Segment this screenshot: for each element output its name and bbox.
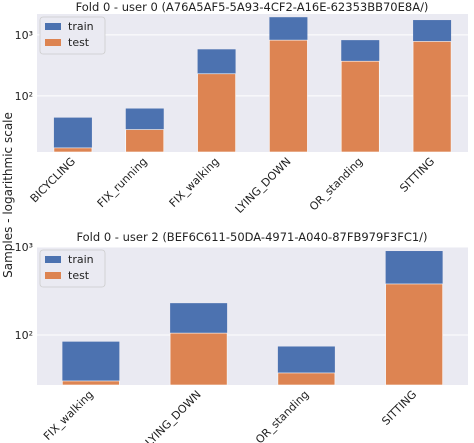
- x-tick-label-fix-running-user0: FIX_running: [95, 155, 150, 210]
- bar-test-fix-walking-user0: [197, 73, 236, 153]
- chart-title-user2: Fold 0 - user 2 (BEF6C611-50DA-4971-A040…: [76, 230, 427, 244]
- bar-test-lying-down-user2: [169, 332, 228, 386]
- bars-user2: [62, 251, 443, 386]
- x-tick-label-lying-down-user2: LYING_DOWN: [143, 388, 204, 443]
- y-tick-label-1000-user2: 10³: [15, 241, 33, 254]
- legend-user0: train test: [39, 16, 106, 55]
- bar-test-fix-walking-user2: [62, 380, 120, 386]
- legend-label-test-user0: test: [68, 36, 90, 49]
- y-tick-label-100-user0: 10²: [15, 90, 33, 103]
- plot-area-user0: [37, 14, 468, 152]
- bar-test-or-standing-user2: [277, 372, 336, 386]
- y-axis-label: Samples - logarithmic scale: [1, 112, 15, 278]
- x-tick-label-or-standing-user2: OR_standing: [253, 388, 311, 443]
- x-tick-label-sitting-user2: SITTING: [379, 388, 419, 428]
- bar-test-sitting-user2: [385, 283, 443, 386]
- chart-title-user0: Fold 0 - user 0 (A76A5AF5-5A93-4CF2-A16E…: [76, 0, 429, 14]
- x-tick-label-sitting-user0: SITTING: [397, 155, 437, 195]
- x-ticks-user2: FIX_walking LYING_DOWN OR_standing SITTING: [41, 388, 419, 443]
- y-tick-label-1000-user0: 10³: [15, 29, 33, 42]
- x-ticks-user0: BICYCLING FIX_running FIX_walking LYING_DOW…: [28, 155, 438, 216]
- legend-label-train-user2: train: [68, 253, 94, 266]
- subplot-user0: 10² 10³ BICYCLING FIX_running FIX_walking LY…: [15, 0, 468, 216]
- legend-label-test-user2: test: [68, 269, 90, 282]
- legend-label-train-user0: train: [68, 20, 94, 33]
- bar-test-fix-running-user0: [125, 129, 165, 153]
- bar-test-or-standing-user0: [340, 60, 380, 153]
- x-tick-label-fix-walking-user2: FIX_walking: [41, 388, 96, 443]
- bar-train-fix-walking-user2: [62, 341, 120, 385]
- legend-swatch-test-user0: [45, 39, 61, 46]
- y-ticks-user0: 10² 10³: [15, 29, 33, 103]
- x-tick-label-lying-down-user0: LYING_DOWN: [233, 155, 294, 216]
- x-tick-label-fix-walking-user0: FIX_walking: [167, 155, 222, 210]
- bar-test-sitting-user0: [412, 41, 452, 153]
- bar-test-lying-down-user0: [269, 39, 308, 153]
- bar-train-bicycling-user0: [53, 117, 92, 152]
- y-ticks-user2: 10² 10³: [15, 241, 33, 342]
- bars-user0: [53, 17, 452, 153]
- x-tick-label-or-standing-user0: OR_standing: [307, 155, 365, 213]
- legend-swatch-train-user2: [45, 256, 61, 263]
- legend-swatch-train-user0: [45, 23, 61, 30]
- gridlines-user0: [37, 34, 468, 97]
- y-tick-label-100-user2: 10²: [15, 329, 33, 342]
- x-tick-label-bicycling-user0: BICYCLING: [28, 155, 78, 205]
- bar-test-bicycling-user0: [53, 147, 93, 153]
- subplot-user2: 10² 10³ FIX_walking LYING_DOWN OR_standing S…: [15, 230, 468, 443]
- legend-swatch-test-user2: [45, 272, 61, 279]
- legend-user2: train test: [39, 249, 106, 288]
